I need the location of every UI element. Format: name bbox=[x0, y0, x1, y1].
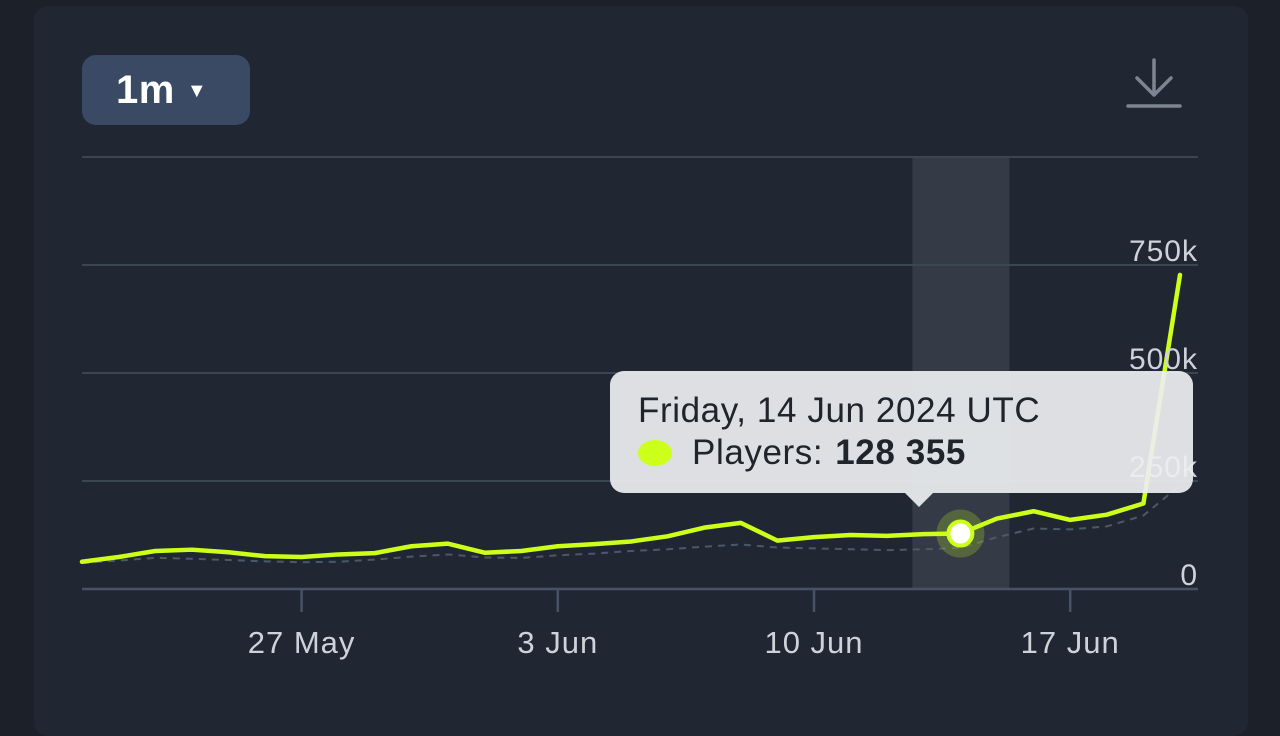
tooltip-value: 128 355 bbox=[835, 433, 966, 472]
x-tick-label: 17 Jun bbox=[1021, 625, 1120, 660]
y-tick-label: 500k bbox=[1129, 343, 1198, 376]
x-tick-label: 10 Jun bbox=[764, 625, 863, 660]
hover-tooltip: Friday, 14 Jun 2024 UTC Players: 128 355 bbox=[610, 371, 1193, 507]
players-series-line bbox=[79, 272, 1183, 565]
range-label: 1m bbox=[116, 67, 175, 112]
series-color-dot-icon bbox=[638, 440, 672, 466]
range-selector-button[interactable]: 1m ▼ bbox=[82, 55, 250, 125]
dashed-series-line bbox=[81, 484, 1181, 565]
x-tick-label: 27 May bbox=[248, 625, 356, 660]
highlight-point bbox=[946, 519, 975, 548]
y-tick-label: 0 bbox=[1180, 559, 1198, 592]
tooltip-series-label: Players: bbox=[692, 433, 824, 472]
tooltip-date: Friday, 14 Jun 2024 UTC bbox=[638, 391, 1041, 430]
caret-down-icon: ▼ bbox=[186, 79, 207, 102]
download-icon[interactable] bbox=[1124, 56, 1184, 112]
x-tick-label: 3 Jun bbox=[517, 625, 598, 660]
y-tick-label: 750k bbox=[1129, 235, 1198, 268]
